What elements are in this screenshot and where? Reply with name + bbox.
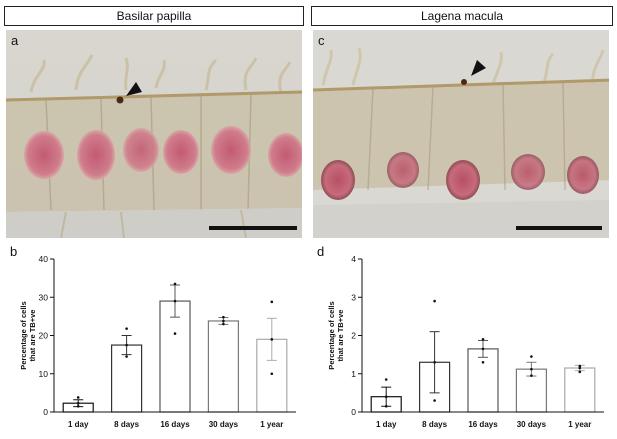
y-tick-label: 20 (39, 331, 49, 341)
y-tick-label: 40 (39, 254, 49, 264)
data-point (481, 360, 485, 364)
arrowhead-marker (126, 82, 142, 96)
x-tick-label: 8 days (422, 420, 447, 429)
y-axis-label-line: that are TB+ve (28, 310, 37, 362)
y-tick-label: 2 (351, 331, 356, 341)
panel-label-c: c (318, 33, 325, 48)
scale-bar (209, 226, 297, 230)
data-point (578, 370, 582, 374)
bar-16-days (467, 348, 499, 413)
data-point (173, 299, 177, 303)
chart-svg-b: Percentage of cellsthat are TB+ve 0 10 20 30… (19, 254, 296, 429)
arrowhead-marker (471, 60, 486, 76)
panel-label-b: b (10, 244, 18, 259)
data-point (481, 338, 485, 341)
y-axis-label-line: that are TB+ve (336, 310, 345, 362)
bar-chart-lagena-macula: Percentage of cellsthat are TB+ve 0 1 2 3 4 1 … (308, 244, 612, 439)
x-tick-label: 30 days (209, 420, 239, 429)
y-axis-label: Percentage of cellsthat are TB+ve (19, 301, 37, 369)
data-point (530, 355, 533, 358)
data-point (173, 332, 177, 335)
data-point (481, 347, 485, 351)
panel-label-d: d (317, 244, 325, 259)
data-point (530, 367, 533, 371)
bar-30-days (207, 320, 240, 413)
y-axis-label: Percentage of cellsthat are TB+ve (327, 301, 345, 369)
data-point (76, 396, 80, 399)
data-point (433, 399, 436, 402)
x-tick-label: 1 day (68, 420, 89, 429)
x-tick-label: 1 year (568, 420, 591, 429)
data-point (384, 395, 388, 398)
micrograph-lagena-macula (313, 30, 609, 238)
y-tick-label: 4 (351, 254, 356, 264)
x-tick-label: 30 days (517, 420, 547, 429)
data-point (530, 374, 533, 377)
x-tick-label: 1 year (260, 420, 283, 429)
x-tick-label: 16 days (468, 420, 498, 429)
x-tick-label: 16 days (160, 420, 190, 429)
data-point (270, 372, 274, 376)
data-point (173, 282, 177, 286)
bar-16-days (159, 300, 191, 413)
y-tick-label: 1 (351, 369, 356, 379)
data-point (270, 338, 274, 341)
y-axis-label-line: Percentage of cells (327, 301, 336, 369)
panel-label-a: a (11, 33, 19, 48)
data-point (222, 315, 225, 319)
chart-svg-d: Percentage of cellsthat are TB+ve 0 1 2 3 4 1 … (327, 254, 604, 429)
header-lagena-macula: Lagena macula (311, 6, 613, 26)
tb-positive-cell-dot (461, 79, 467, 85)
data-point (384, 404, 388, 408)
data-point (125, 355, 128, 358)
data-point (222, 322, 225, 326)
y-tick-label: 3 (351, 292, 356, 302)
y-tick-label: 10 (39, 369, 49, 379)
y-tick-label: 0 (43, 407, 48, 417)
y-tick-label: 0 (351, 407, 356, 417)
data-point (125, 343, 128, 347)
data-point (433, 299, 436, 303)
y-tick-label: 30 (39, 292, 49, 302)
data-point (76, 401, 80, 405)
header-lagena-macula-label: Lagena macula (420, 9, 504, 23)
x-tick-label: 1 day (376, 420, 397, 429)
header-basilar-papilla: Basilar papilla (4, 6, 304, 26)
data-point (578, 364, 582, 368)
data-point (222, 319, 225, 323)
data-point (384, 378, 388, 381)
data-point (270, 300, 274, 304)
y-axis-label-line: Percentage of cells (19, 301, 28, 369)
micrograph-basilar-papilla (6, 30, 302, 238)
data-point (76, 404, 80, 408)
bar-chart-basilar-papilla: Percentage of cellsthat are TB+ve 0 10 20 30… (0, 244, 304, 439)
x-tick-label: 8 days (114, 420, 139, 429)
header-basilar-papilla-label: Basilar papilla (116, 9, 192, 23)
bar-1-year (564, 367, 596, 413)
scale-bar (516, 226, 602, 230)
data-point (578, 366, 582, 370)
data-point (125, 327, 128, 330)
data-point (433, 360, 436, 364)
tb-positive-cell-dot (116, 96, 124, 104)
